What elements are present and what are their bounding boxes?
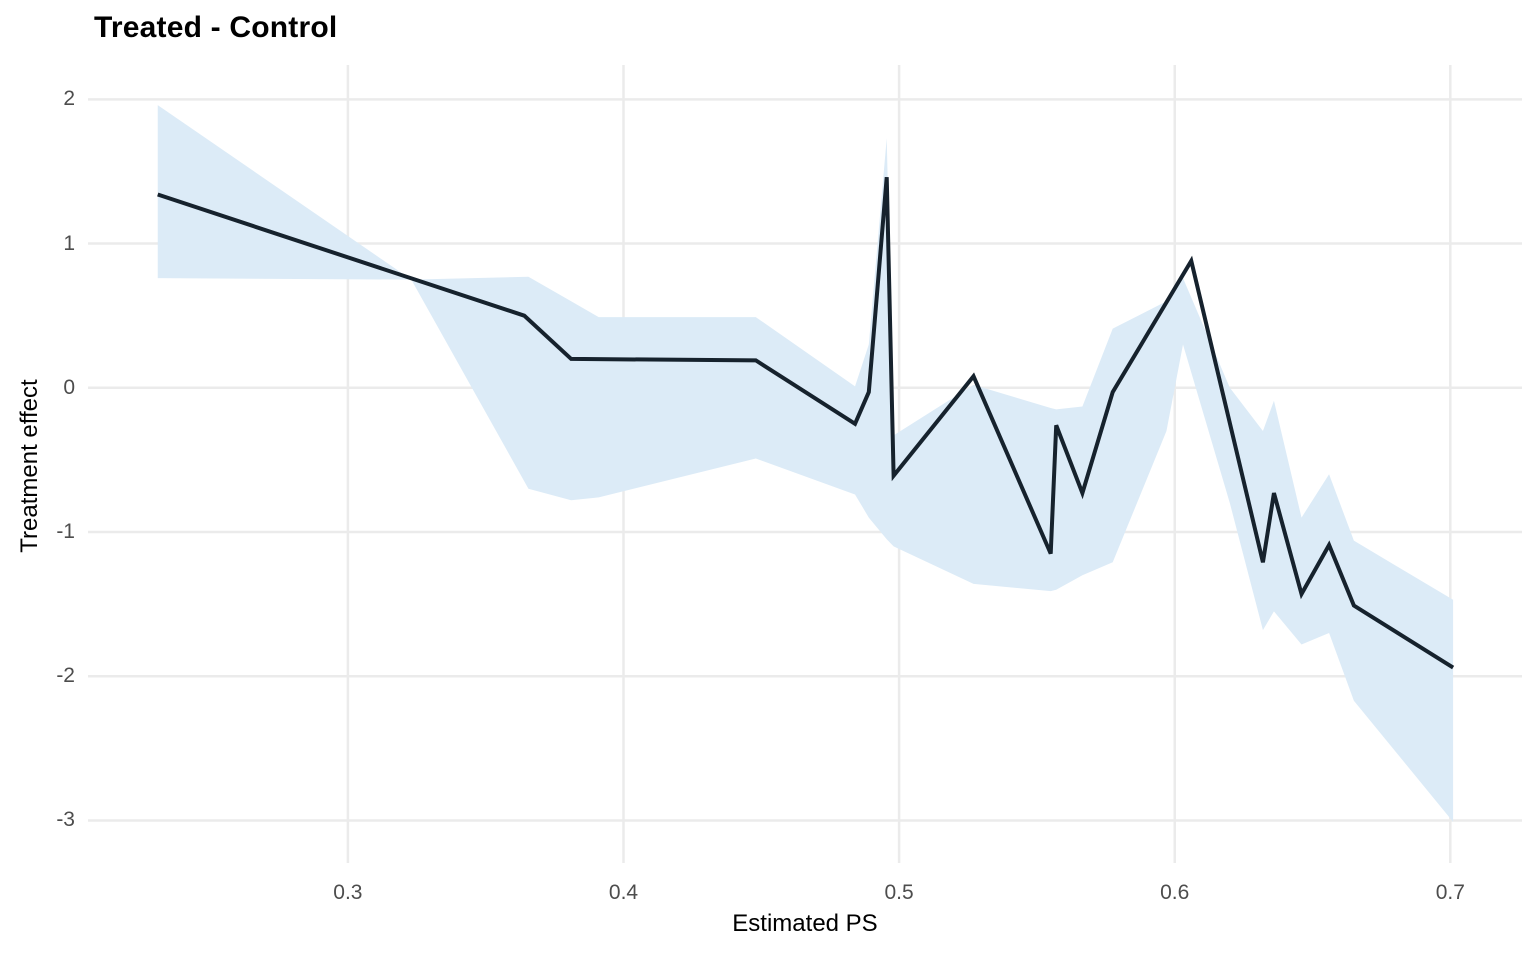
y-axis-tick-label: -2 (56, 664, 75, 688)
x-axis-tick-label: 0.6 (1160, 881, 1190, 904)
x-axis-tick-label: 0.3 (333, 881, 363, 904)
x-axis-title: Estimated PS (732, 910, 878, 937)
y-axis-tick-label: -1 (56, 520, 75, 543)
estimate-line (157, 177, 1455, 670)
confidence-ribbon (157, 105, 1454, 822)
y-axis-tick-label: 0 (63, 375, 75, 399)
y-axis-tick-label: 2 (63, 87, 75, 111)
y-axis-tick-label: 1 (63, 231, 75, 255)
y-axis-title: Treatment effect (16, 379, 43, 553)
chart-title: Treated - Control (94, 11, 338, 44)
x-axis-tick-label: 0.5 (884, 881, 914, 904)
x-axis-tick-label: 0.4 (608, 881, 639, 904)
y-axis-tick-label: -3 (56, 808, 75, 832)
x-axis-tick-label: 0.7 (1435, 881, 1465, 904)
